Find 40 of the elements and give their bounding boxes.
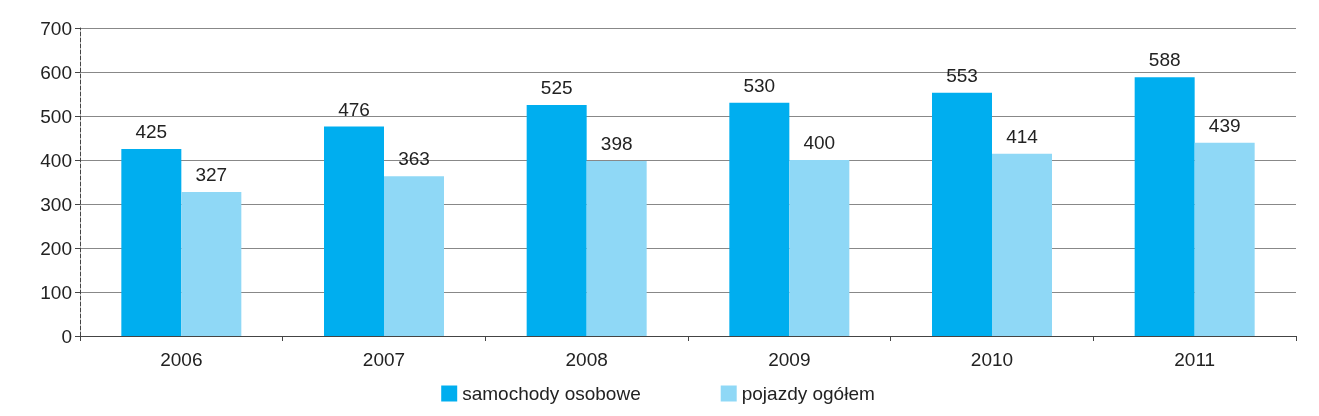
data-label: 327 (195, 164, 228, 186)
bar (526, 105, 587, 336)
y-tick-label: 0 (61, 325, 72, 347)
bar (384, 176, 444, 336)
x-tick-label: 2009 (768, 349, 811, 370)
bar (729, 102, 790, 336)
data-label: 414 (1006, 125, 1039, 147)
bar (992, 153, 1052, 336)
bar (121, 149, 182, 336)
bar (789, 160, 850, 336)
legend-label: pojazdy ogółem (741, 383, 875, 404)
y-tick-label: 200 (40, 237, 72, 259)
data-label: 400 (803, 132, 836, 153)
x-tick-label: 2007 (362, 349, 406, 370)
y-tick-label: 700 (40, 17, 72, 39)
y-tick-label: 600 (40, 61, 72, 83)
legend-label: samochody osobowe (462, 383, 641, 404)
x-tick-label: 2010 (970, 349, 1014, 370)
data-label: 439 (1208, 114, 1241, 136)
x-tick-label: 2011 (1174, 349, 1216, 370)
data-label: 398 (600, 132, 633, 154)
bar (1194, 142, 1255, 336)
y-tick-label: 500 (40, 105, 72, 127)
y-tick-label: 100 (40, 281, 72, 303)
bar (1134, 77, 1195, 336)
data-label: 525 (540, 77, 573, 98)
data-label: 476 (338, 98, 370, 120)
data-label: 553 (946, 64, 978, 86)
bar (324, 126, 384, 336)
data-label: 363 (398, 148, 430, 170)
bar (932, 92, 992, 336)
bar (586, 160, 647, 336)
x-tick-label: 2006 (160, 349, 203, 370)
data-label: 588 (1148, 49, 1181, 71)
y-tick-label: 300 (40, 193, 72, 215)
x-tick-label: 2008 (565, 349, 608, 370)
y-tick-label: 400 (40, 149, 72, 171)
data-label: 425 (135, 121, 168, 142)
bar (181, 192, 242, 336)
data-label: 530 (743, 74, 776, 96)
